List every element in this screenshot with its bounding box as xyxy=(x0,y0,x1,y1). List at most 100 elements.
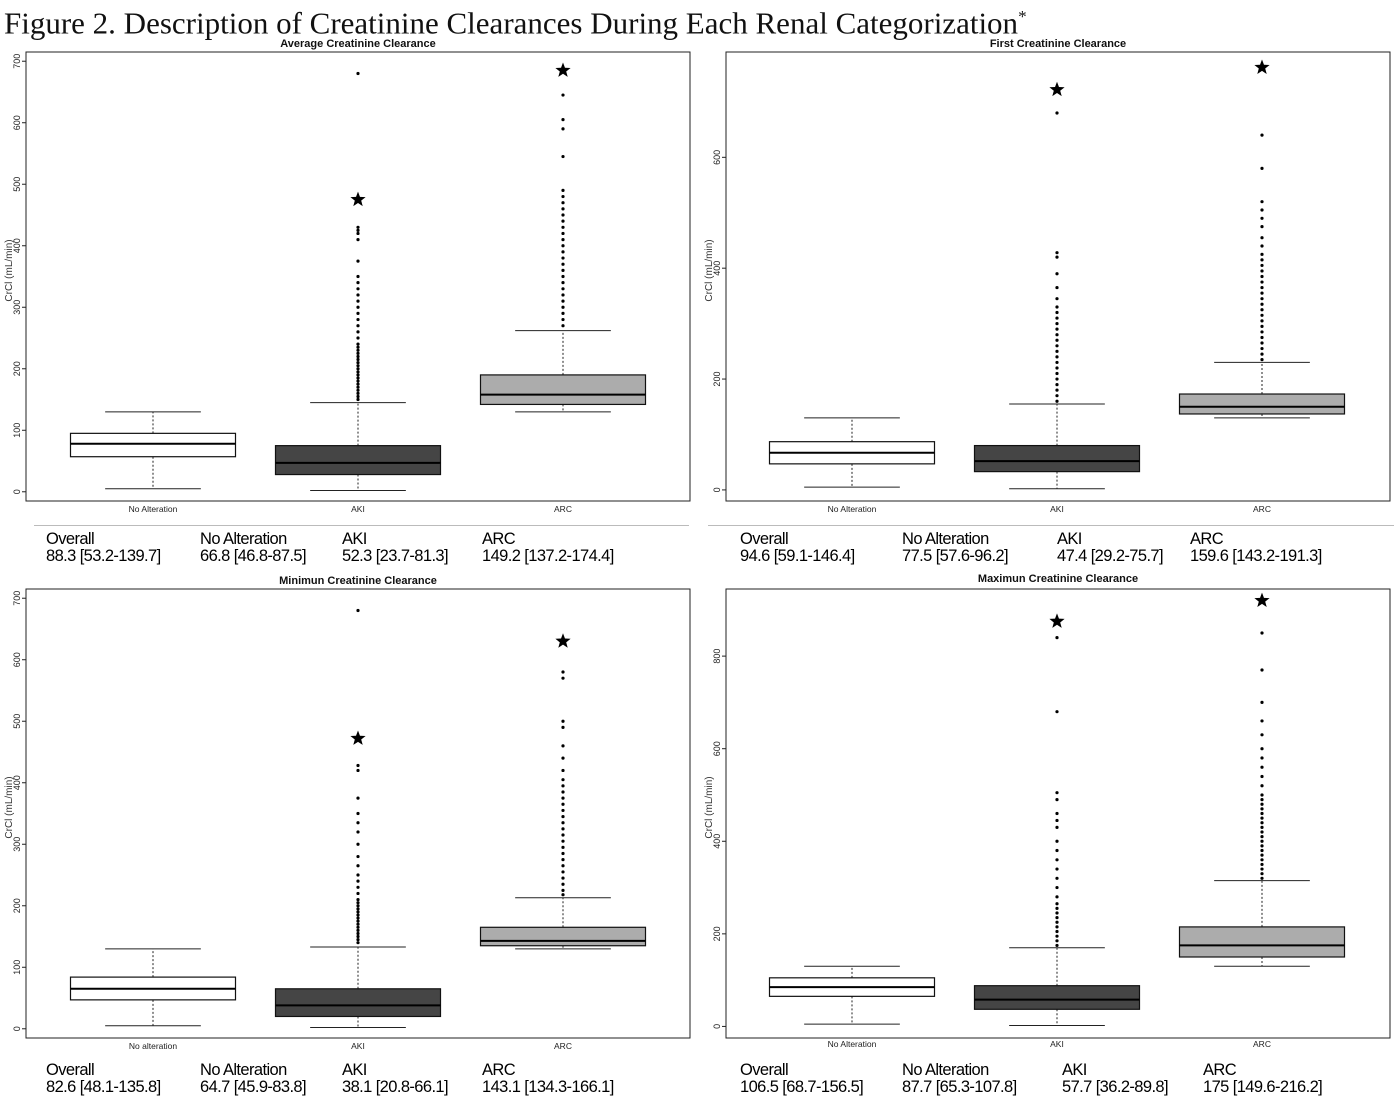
outlier-point xyxy=(1260,816,1264,820)
outlier-point xyxy=(561,725,565,729)
outlier-point xyxy=(1055,925,1059,929)
outlier-point xyxy=(356,768,360,773)
outlier-point xyxy=(561,768,565,773)
outlier-point xyxy=(356,287,360,291)
outlier-point xyxy=(1260,133,1264,137)
summary-value: 66.8 [46.8-87.5] xyxy=(200,547,307,565)
outlier-point xyxy=(356,274,360,279)
outlier-point xyxy=(356,336,360,340)
outlier-point xyxy=(1260,793,1264,797)
category-label: No Alteration xyxy=(129,504,178,514)
figure-title-text: Figure 2. Description of Creatinine Clea… xyxy=(4,5,1019,41)
outlier-point xyxy=(561,814,565,819)
chart-title: Average Creatinine Clearance xyxy=(280,38,436,50)
summary-value: 77.5 [57.6-96.2] xyxy=(902,547,1009,565)
summary-value: 52.3 [23.7-81.3] xyxy=(342,547,449,565)
outlier-point xyxy=(1260,358,1264,362)
outlier-point xyxy=(1260,747,1264,751)
chart-title: Minimun Creatinine Clearance xyxy=(279,575,437,587)
outlier-point xyxy=(1260,821,1264,825)
plot-frame xyxy=(25,588,691,1039)
outlier-point xyxy=(561,207,565,211)
outlier-point xyxy=(1055,377,1059,381)
summary-label: Overall xyxy=(740,1061,789,1079)
outlier-point xyxy=(356,379,360,383)
outlier-point xyxy=(561,839,565,843)
outlier-point xyxy=(356,830,360,834)
outlier-point xyxy=(1260,166,1264,171)
summary-label: AKI xyxy=(342,1061,367,1079)
chart-title: Maximun Creatinine Clearance xyxy=(978,573,1138,585)
summary-arc: ARC 143.1 [134.3-166.1] xyxy=(482,1062,614,1096)
outlier-point xyxy=(356,293,360,297)
outlier-point xyxy=(561,237,565,242)
y-axis-label: CrCl (mL/min) xyxy=(704,239,715,301)
outlier-point xyxy=(356,388,360,392)
outlier-point xyxy=(356,225,360,229)
chart-minimum-creatinine-clearance: Minimun Creatinine Clearance CrCl (mL/min… xyxy=(4,575,691,1051)
outlier-point xyxy=(561,225,565,229)
category-label: AKI xyxy=(1050,504,1064,514)
outlier-point xyxy=(561,790,565,794)
outlier-point xyxy=(561,864,565,868)
outlier-point xyxy=(1260,872,1264,876)
outlier-point xyxy=(561,756,565,760)
outlier-point xyxy=(1055,371,1059,376)
outlier-point xyxy=(561,876,565,880)
outlier-point xyxy=(1055,349,1059,353)
category-label: AKI xyxy=(1050,1039,1064,1049)
outlier-point xyxy=(1260,352,1264,356)
outlier-point xyxy=(1055,791,1059,795)
outlier-point xyxy=(561,784,565,788)
outlier-point xyxy=(356,811,360,816)
category-label: AKI xyxy=(351,504,365,514)
y-tick-label: 800 xyxy=(712,649,722,664)
outlier-point xyxy=(1055,920,1059,924)
y-tick-label: 400 xyxy=(712,834,722,849)
summary-overall: Overall 106.5 [68.7-156.5] xyxy=(740,1061,864,1096)
outlier-point xyxy=(356,259,360,263)
chart-maximum-creatinine-clearance: Maximun Creatinine Clearance CrCl (mL/min… xyxy=(704,573,1391,1049)
outlier-point xyxy=(561,888,565,892)
summary-value: 82.6 [48.1-135.8] xyxy=(46,1078,161,1096)
box-arc xyxy=(1178,926,1346,958)
summary-value: 87.7 [65.3-107.8] xyxy=(902,1078,1017,1096)
summary-label: AKI xyxy=(342,530,367,548)
outlier-point xyxy=(1260,200,1264,204)
outlier-point xyxy=(356,373,360,377)
outlier-point xyxy=(1055,297,1059,301)
outlier-point xyxy=(561,851,565,856)
outlier-point xyxy=(356,382,360,386)
outlier-point xyxy=(561,858,565,862)
outlier-point xyxy=(1055,360,1059,365)
outlier-point xyxy=(561,845,565,849)
outlier-point xyxy=(356,937,360,942)
plot-frame xyxy=(725,51,1391,502)
outlier-point xyxy=(1260,236,1264,240)
outlier-point xyxy=(356,910,360,914)
summary-label: ARC xyxy=(482,1061,516,1079)
outlier-point xyxy=(1260,208,1264,212)
outlier-point xyxy=(561,324,565,328)
outlier-point xyxy=(1055,399,1059,403)
outlier-point xyxy=(1260,335,1264,340)
outlier-point xyxy=(1260,765,1264,769)
outlier-point xyxy=(561,317,565,322)
outlier-point xyxy=(356,864,360,868)
outlier-point xyxy=(1055,344,1059,348)
outlier-point xyxy=(356,885,360,889)
summary-value: 143.1 [134.3-166.1] xyxy=(482,1078,614,1096)
outlier-point xyxy=(1260,858,1264,862)
summary-arc: ARC 175 [149.6-216.2] xyxy=(1203,1062,1323,1096)
outlier-point xyxy=(561,219,565,223)
outlier-point xyxy=(561,262,565,266)
y-tick-label: 400 xyxy=(12,775,22,790)
outlier-point xyxy=(356,391,360,395)
outlier-point xyxy=(561,256,565,260)
outlier-point xyxy=(1260,853,1264,857)
outlier-point xyxy=(356,330,360,334)
y-tick-label: 300 xyxy=(12,300,22,315)
outlier-point xyxy=(1260,216,1264,220)
summary-label: No Alteration xyxy=(200,530,287,548)
